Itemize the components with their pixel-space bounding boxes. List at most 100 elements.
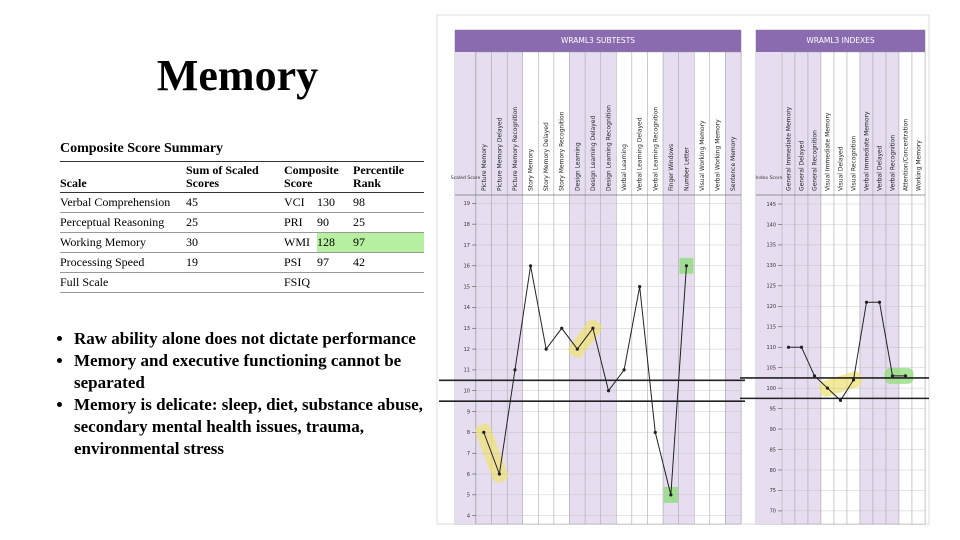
- y-tick-label: 13: [464, 326, 470, 332]
- profile-line: [483, 265, 687, 495]
- category-label: Story Memory Delayed: [543, 122, 550, 191]
- table-cell: Full Scale: [60, 272, 186, 293]
- table-cell: 97: [353, 232, 424, 253]
- header-row: Scale Sum of Scaled Scores Composite Score…: [60, 161, 424, 193]
- table-cell: [186, 272, 284, 293]
- y-tick-label: 145: [766, 202, 776, 208]
- category-label: Verbal Working Memory: [715, 119, 722, 191]
- table-header: Scale: [60, 161, 186, 193]
- score-table: Composite Score Summary Scale Sum of Scal…: [48, 133, 424, 306]
- column: [885, 51, 900, 525]
- table-cell: 25: [186, 212, 284, 233]
- table-cell: 128: [317, 232, 353, 253]
- column: [872, 51, 887, 525]
- category-label: Verbal Learning Recognition: [652, 107, 659, 191]
- panel-title: WRAML3 SUBTESTS: [561, 36, 635, 45]
- column: [846, 51, 861, 525]
- data-point: [653, 430, 657, 434]
- y-tick-label: 135: [766, 243, 776, 249]
- axis-column: [756, 52, 782, 524]
- category-label: Visual Immediate Memory: [825, 112, 832, 191]
- y-tick-label: 70: [770, 509, 776, 515]
- category-label: Verbal Immediate Memory: [864, 111, 871, 191]
- data-point: [497, 472, 501, 476]
- category-label: Number Letter: [683, 147, 690, 191]
- table-row: Perceptual Reasoning 25 PRI 90 25: [60, 212, 424, 233]
- y-tick-label: 17: [464, 243, 470, 249]
- category-label: General Delayed: [799, 141, 806, 191]
- y-tick-label: 90: [770, 427, 776, 433]
- table-cell: Processing Speed: [60, 252, 186, 273]
- y-tick-label: 130: [766, 263, 776, 269]
- data-point: [638, 285, 642, 289]
- table-header: Sum of Scaled Scores: [186, 161, 284, 193]
- data-point: [851, 378, 856, 382]
- category-label: Story Memory: [528, 148, 535, 191]
- category-label: Verbal Learning: [621, 144, 628, 191]
- category-label: Working Memory: [916, 140, 923, 191]
- category-label: Verbal Recognition: [890, 135, 897, 191]
- y-tick-label: 11: [464, 368, 470, 374]
- table-cell: 97: [317, 252, 353, 273]
- y-tick-label: 6: [467, 472, 470, 478]
- category-label: General Immediate Memory: [786, 106, 793, 191]
- data-point: [799, 345, 804, 349]
- y-tick-label: 8: [467, 430, 470, 436]
- table: Scale Sum of Scaled Scores Composite Score…: [60, 161, 424, 293]
- column: [807, 51, 822, 525]
- y-tick-label: 19: [464, 201, 470, 207]
- y-tick-label: 85: [770, 447, 776, 453]
- table-cell: FSIQ: [284, 272, 317, 293]
- category-label: Attention/Concentration: [903, 119, 910, 191]
- table-header: Composite Score: [284, 161, 353, 193]
- column: [794, 51, 809, 525]
- slide-title: Memory: [156, 51, 319, 100]
- category-label: Picture Memory: [481, 144, 488, 191]
- data-point: [786, 345, 791, 349]
- category-label: Design Learning: [574, 142, 581, 191]
- data-point: [622, 368, 626, 372]
- table-row: Full Scale FSIQ: [60, 272, 424, 293]
- y-tick-label: 105: [766, 365, 776, 371]
- data-point: [591, 326, 595, 330]
- y-tick-label: 14: [464, 305, 470, 311]
- panel-header: [756, 30, 925, 52]
- category-label: Sentence Memory: [730, 136, 737, 191]
- category-label: Visual Recognition: [851, 136, 858, 191]
- category-label: Picture Memory Delayed: [496, 117, 503, 191]
- table-header: Percentile Rank: [353, 161, 424, 193]
- y-axis-label: Scaled Score: [451, 175, 481, 181]
- column: [725, 51, 742, 525]
- category-label: Visual Working Memory: [699, 120, 706, 191]
- table-cell: 130: [317, 192, 353, 213]
- bullet: Memory is delicate: sleep, diet, substan…: [74, 394, 424, 460]
- table-row: Verbal Comprehension 45 VCI 130 98: [60, 192, 424, 213]
- table-cell: Verbal Comprehension: [60, 192, 186, 213]
- table-title: Composite Score Summary: [60, 141, 224, 156]
- y-tick-label: 125: [766, 284, 776, 290]
- data-point: [890, 374, 895, 378]
- y-tick-label: 120: [766, 304, 776, 310]
- y-tick-label: 7: [467, 451, 470, 457]
- table-cell: 90: [317, 212, 353, 233]
- y-tick-label: 9: [467, 409, 470, 415]
- data-point: [528, 264, 533, 268]
- data-point: [825, 386, 830, 390]
- axis-column: [455, 52, 476, 524]
- y-tick-label: 4: [467, 513, 470, 519]
- bullet: Raw ability alone does not dictate perfo…: [74, 328, 424, 350]
- y-tick-label: 16: [464, 264, 470, 270]
- panel-header: [455, 30, 741, 52]
- y-tick-label: 12: [464, 347, 470, 353]
- y-tick-label: 15: [464, 284, 470, 290]
- data-point: [903, 374, 908, 378]
- y-tick-label: 95: [770, 406, 776, 412]
- bullet: Memory and executive functioning cannot …: [74, 350, 424, 394]
- column: [833, 51, 848, 525]
- column: [911, 51, 926, 525]
- y-axis-label: Index Score: [756, 175, 783, 181]
- data-point: [669, 493, 673, 497]
- category-label: Picture Memory Recognition: [512, 107, 519, 191]
- y-tick-label: 115: [766, 325, 776, 331]
